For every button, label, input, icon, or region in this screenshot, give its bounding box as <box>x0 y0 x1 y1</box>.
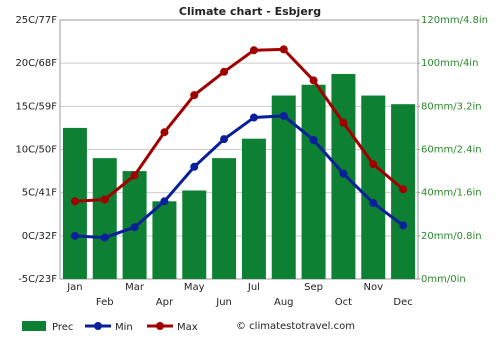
legend-swatch <box>156 322 164 330</box>
y2-tick-label: 40mm/1.6in <box>421 188 482 199</box>
x-tick-label: Oct <box>335 297 352 308</box>
point <box>70 231 79 240</box>
y-tick-label: 15C/59F <box>15 101 57 112</box>
x-tick-label: Aug <box>274 297 294 308</box>
point <box>339 169 348 178</box>
x-tick-label: Jan <box>66 282 82 293</box>
point <box>309 76 318 85</box>
bar <box>152 201 177 279</box>
x-tick-label: May <box>184 282 205 293</box>
x-tick-label: Sep <box>304 282 323 293</box>
x-tick-label: Dec <box>393 297 412 308</box>
point <box>100 233 109 242</box>
point <box>190 162 199 171</box>
x-tick-label: Apr <box>156 297 174 308</box>
line <box>74 114 404 240</box>
point <box>220 135 229 144</box>
y2-tick-label: 120mm/4.8in <box>421 15 488 26</box>
bar <box>182 190 207 279</box>
y2-tick-label: 100mm/4in <box>421 58 478 69</box>
x-tick-label: Nov <box>363 282 383 293</box>
point <box>160 128 169 137</box>
point <box>399 185 408 194</box>
x-tick-label: Jun <box>215 297 232 308</box>
point <box>100 195 109 204</box>
bar <box>212 158 237 279</box>
x-tick-label: Jul <box>247 282 260 293</box>
y2-tick-label: 0mm/0in <box>421 274 466 285</box>
y-tick-label: 0C/32F <box>22 231 57 242</box>
point <box>309 136 318 145</box>
x-tick-label: Feb <box>96 297 114 308</box>
y2-tick-label: 20mm/0.8in <box>421 231 482 242</box>
legend-swatch <box>94 322 102 330</box>
y-tick-label: -5C/23F <box>18 274 57 285</box>
credit: © climatestotravel.com <box>236 321 355 332</box>
point <box>399 221 408 230</box>
bar <box>301 84 326 279</box>
chart-title: Climate chart - Esbjerg <box>179 5 321 18</box>
point <box>220 67 229 76</box>
point <box>70 197 79 206</box>
legend-label: Min <box>115 322 133 333</box>
legend-label: Prec <box>52 322 73 333</box>
point <box>249 46 258 55</box>
plot-frame <box>59 19 419 280</box>
point <box>190 91 199 100</box>
legend-swatch <box>22 321 46 331</box>
point <box>130 171 139 180</box>
y2-tick-label: 60mm/2.4in <box>421 145 482 156</box>
y2-tick-label: 80mm/3.2in <box>421 101 482 112</box>
point <box>160 197 169 206</box>
y-tick-label: 5C/41F <box>22 188 57 199</box>
y-tick-label: 10C/50F <box>15 145 57 156</box>
bar <box>361 95 386 280</box>
point <box>249 113 258 122</box>
point <box>339 118 348 127</box>
point <box>369 160 378 169</box>
point <box>279 111 288 120</box>
bar <box>92 158 117 279</box>
y-tick-label: 25C/77F <box>15 15 57 26</box>
y-tick-label: 20C/68F <box>15 58 57 69</box>
point <box>279 45 288 54</box>
bar <box>271 95 296 280</box>
point <box>369 199 378 208</box>
line <box>74 47 405 203</box>
legend-label: Max <box>177 322 198 333</box>
bar <box>241 138 266 279</box>
x-tick-label: Mar <box>125 282 145 293</box>
point <box>130 223 139 232</box>
